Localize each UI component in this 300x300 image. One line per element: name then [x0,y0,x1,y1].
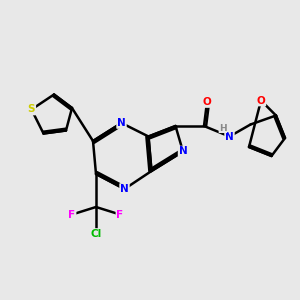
Text: F: F [68,209,76,220]
Text: N: N [178,146,188,157]
Text: S: S [28,104,35,115]
Text: F: F [116,209,124,220]
Text: N: N [117,118,126,128]
Text: Cl: Cl [90,229,102,239]
Text: O: O [202,97,211,107]
Text: N: N [120,184,129,194]
Text: O: O [256,95,266,106]
Text: H: H [219,124,227,133]
Text: N: N [225,131,234,142]
